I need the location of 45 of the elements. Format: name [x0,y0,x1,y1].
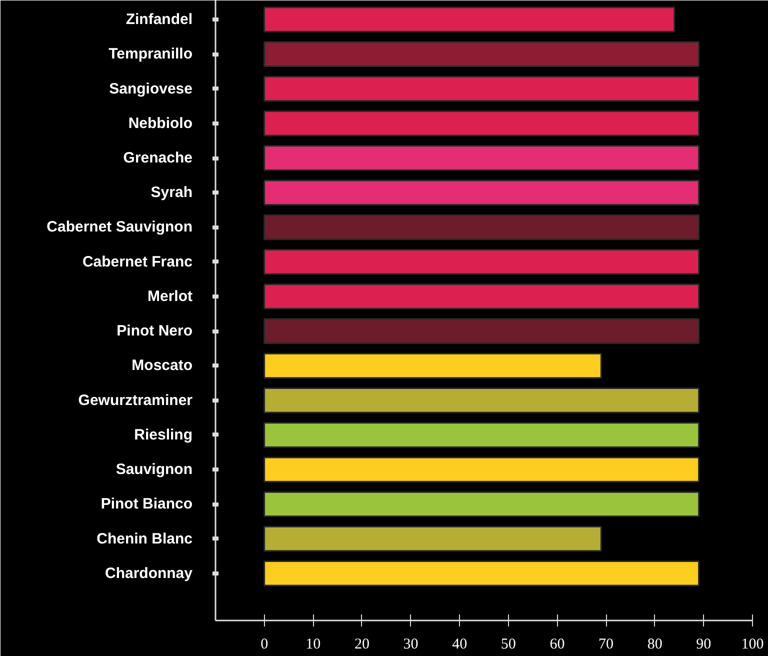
bar [264,456,700,482]
bar [264,352,602,379]
y-tick-label: Gewurztraminer [78,392,193,409]
y-tick-label: Cabernet Franc [82,253,193,270]
bar [264,491,700,518]
y-tick-label: Grenache [123,150,193,167]
y-tick-label: Merlot [148,288,193,305]
x-tick-label: 50 [500,636,516,652]
x-tick-label: 90 [696,636,712,652]
bar [264,284,700,310]
bar [264,76,700,102]
bar [264,41,700,68]
bar [264,110,700,136]
x-tick-label: 20 [354,636,370,652]
y-tick-label: Zinfandel [126,11,193,28]
x-tick-label: 0 [260,636,268,652]
y-tick-label: Moscato [132,357,192,374]
y-tick-label: Sauvignon [116,461,192,478]
y-tick-label: Pinot Nero [116,322,193,340]
x-tick-label: 30 [403,636,418,652]
y-tick-label: Riesling [134,426,193,444]
bar [264,318,700,344]
y-tick-label: Sangiovese [109,80,193,98]
x-tick-label: 40 [452,636,468,652]
x-tick-label: 10 [306,636,321,652]
y-tick-label: Nebbiolo [128,114,193,132]
x-tick-label: 80 [647,636,662,652]
bar [264,180,700,206]
bar [264,526,602,552]
bar [264,145,700,171]
y-tick-label: Chenin Blanc [96,530,193,548]
x-tick-label: 60 [550,636,565,652]
bar [264,387,700,414]
x-tick-label: 100 [741,636,764,652]
y-tick-label: Chardonnay [104,564,194,582]
x-tick-label: 70 [598,636,614,652]
y-tick-label: Pinot Bianco [100,496,192,513]
y-tick-label: Syrah [150,184,193,202]
y-tick-label: Tempranillo [108,46,193,63]
bar [264,6,676,32]
y-tick-label: Cabernet Sauvignon [46,218,193,236]
bar [264,422,700,448]
bar [264,214,700,240]
bar [264,560,700,586]
bar [264,248,700,275]
